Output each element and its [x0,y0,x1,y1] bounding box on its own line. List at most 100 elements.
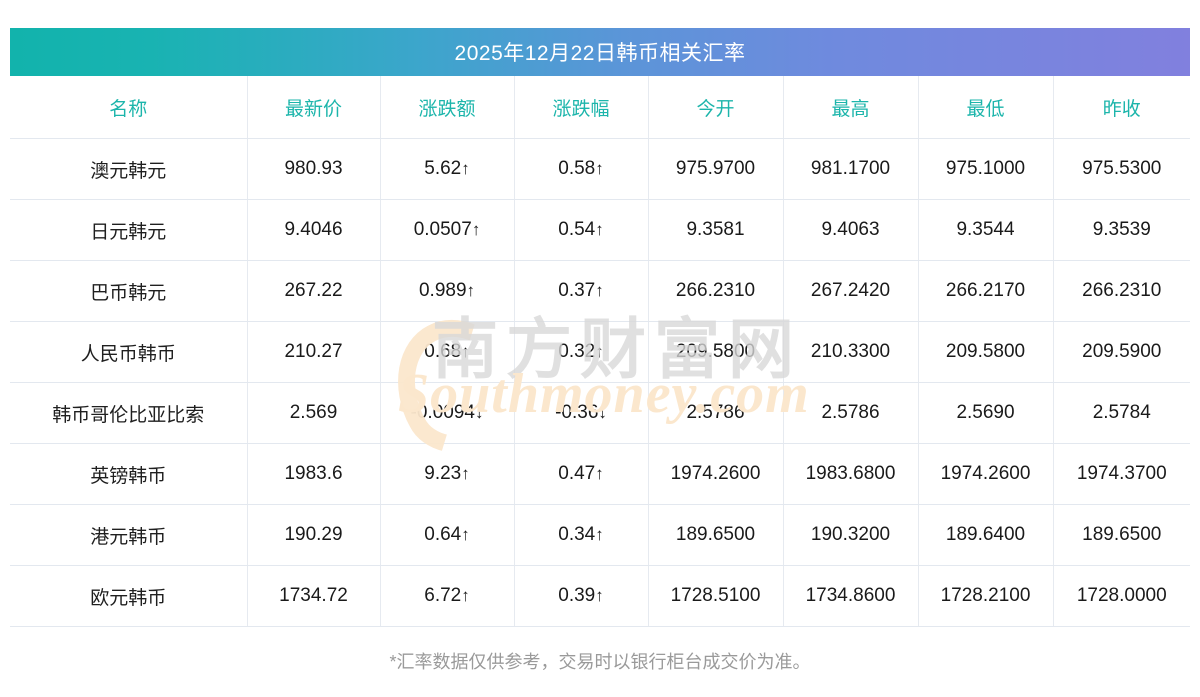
table-body: 澳元韩元 980.93 5.62↑ 0.58↑ 975.9700 981.1700 975.… [10,138,1190,627]
row-change-amount: 0.68↑ [380,321,515,383]
arrow-up-icon: ↑ [461,525,470,544]
table-row[interactable]: 人民币韩币 210.27 0.68↑ 0.32↑ 209.5800 210.3300 209… [10,321,1190,383]
row-high-price: 267.2420 [783,260,919,322]
column-header-open[interactable]: 今开 [648,76,784,139]
arrow-up-icon: ↑ [595,281,604,300]
column-header-latest-price[interactable]: 最新价 [247,76,381,139]
table-row[interactable]: 英镑韩币 1983.6 9.23↑ 0.47↑ 1974.2600 1983.6800 19… [10,443,1190,505]
arrow-up-icon: ↑ [595,220,604,239]
arrow-down-icon: ↓ [598,403,607,422]
row-low-price: 1728.2100 [918,565,1054,627]
row-high-price: 981.1700 [783,138,919,200]
row-currency-name: 巴币韩元 [10,260,248,322]
column-header-low[interactable]: 最低 [918,76,1054,139]
row-change-percent-value: 0.47 [558,463,596,484]
row-high-price: 1734.8600 [783,565,919,627]
row-open-price: 266.2310 [648,260,784,322]
row-open-price: 1974.2600 [648,443,784,505]
row-change-amount-value: 0.68 [424,341,462,362]
row-latest-price: 9.4046 [247,199,381,261]
row-change-amount: 0.989↑ [380,260,515,322]
row-currency-name: 日元韩元 [10,199,248,261]
row-currency-name: 澳元韩元 [10,138,248,200]
row-latest-price: 267.22 [247,260,381,322]
column-header-change-amount[interactable]: 涨跌额 [380,76,515,139]
table-row[interactable]: 欧元韩币 1734.72 6.72↑ 0.39↑ 1728.5100 1734.8600 1… [10,565,1190,627]
row-high-price: 1983.6800 [783,443,919,505]
row-open-price: 9.3581 [648,199,784,261]
table-header: 名称 最新价 涨跌额 涨跌幅 今开 最高 最低 昨收 [10,76,1190,139]
arrow-up-icon: ↑ [466,281,476,300]
row-currency-name: 韩币哥伦比亚比索 [10,382,248,444]
row-prev-close-price: 975.5300 [1053,138,1190,200]
row-open-price: 189.6500 [648,504,784,566]
table-row[interactable]: 韩币哥伦比亚比索 2.569 -0.0094↓ -0.36↓ 2.5786 2.5786 2… [10,382,1190,444]
row-high-price: 190.3200 [783,504,919,566]
arrow-up-icon: ↑ [595,464,604,483]
row-change-amount-value: 6.72 [424,585,462,606]
row-currency-name: 港元韩币 [10,504,248,566]
row-open-price: 2.5786 [648,382,784,444]
table-row[interactable]: 巴币韩元 267.22 0.989↑ 0.37↑ 266.2310 267.2420 266… [10,260,1190,322]
row-prev-close-price: 1974.3700 [1053,443,1190,505]
row-change-percent: 0.54↑ [514,199,649,261]
row-high-price: 9.4063 [783,199,919,261]
row-change-amount: 0.0507↑ [380,199,515,261]
row-prev-close-price: 266.2310 [1053,260,1190,322]
row-low-price: 2.5690 [918,382,1054,444]
row-prev-close-price: 189.6500 [1053,504,1190,566]
arrow-up-icon: ↑ [595,525,604,544]
row-change-percent: 0.39↑ [514,565,649,627]
row-change-amount-value: -0.0094 [410,402,475,423]
row-change-percent-value: 0.34 [558,524,596,545]
row-change-percent-value: 0.58 [558,158,596,179]
row-low-price: 1974.2600 [918,443,1054,505]
page-title: 2025年12月22日韩币相关汇率 [10,28,1190,76]
arrow-up-icon: ↑ [471,220,481,239]
row-change-amount: -0.0094↓ [380,382,515,444]
column-header-change-percent[interactable]: 涨跌幅 [514,76,649,139]
row-currency-name: 英镑韩币 [10,443,248,505]
arrow-up-icon: ↑ [595,159,604,178]
exchange-rate-table: 名称 最新价 涨跌额 涨跌幅 今开 最高 最低 昨收 澳元韩元 980.93 5.6… [10,76,1190,627]
row-prev-close-price: 2.5784 [1053,382,1190,444]
row-change-percent-value: -0.36 [555,402,599,423]
row-low-price: 209.5800 [918,321,1054,383]
table-row[interactable]: 澳元韩元 980.93 5.62↑ 0.58↑ 975.9700 981.1700 975.… [10,138,1190,200]
row-open-price: 1728.5100 [648,565,784,627]
row-open-price: 209.5800 [648,321,784,383]
row-low-price: 266.2170 [918,260,1054,322]
row-change-percent-value: 0.39 [558,585,596,606]
row-change-percent: 0.37↑ [514,260,649,322]
row-prev-close-price: 209.5900 [1053,321,1190,383]
arrow-down-icon: ↓ [474,403,484,422]
row-open-price: 975.9700 [648,138,784,200]
table-row[interactable]: 日元韩元 9.4046 0.0507↑ 0.54↑ 9.3581 9.4063 9.3544… [10,199,1190,261]
row-change-percent: 0.34↑ [514,504,649,566]
row-latest-price: 210.27 [247,321,381,383]
column-header-high[interactable]: 最高 [783,76,919,139]
table-header-row: 名称 最新价 涨跌额 涨跌幅 今开 最高 最低 昨收 [10,76,1190,139]
row-change-amount-value: 5.62 [424,158,462,179]
row-change-amount: 9.23↑ [380,443,515,505]
arrow-up-icon: ↑ [595,342,604,361]
row-change-amount-value: 0.64 [424,524,462,545]
arrow-up-icon: ↑ [595,586,604,605]
row-change-percent-value: 0.54 [558,219,596,240]
row-change-amount: 5.62↑ [380,138,515,200]
row-prev-close-price: 9.3539 [1053,199,1190,261]
row-change-amount: 0.64↑ [380,504,515,566]
row-low-price: 975.1000 [918,138,1054,200]
arrow-up-icon: ↑ [461,464,470,483]
row-high-price: 210.3300 [783,321,919,383]
row-currency-name: 人民币韩币 [10,321,248,383]
row-low-price: 9.3544 [918,199,1054,261]
arrow-up-icon: ↑ [461,586,470,605]
table-row[interactable]: 港元韩币 190.29 0.64↑ 0.34↑ 189.6500 190.3200 189.… [10,504,1190,566]
row-prev-close-price: 1728.0000 [1053,565,1190,627]
row-change-percent: 0.32↑ [514,321,649,383]
row-latest-price: 190.29 [247,504,381,566]
column-header-prev-close[interactable]: 昨收 [1053,76,1190,139]
column-header-name[interactable]: 名称 [10,76,248,139]
